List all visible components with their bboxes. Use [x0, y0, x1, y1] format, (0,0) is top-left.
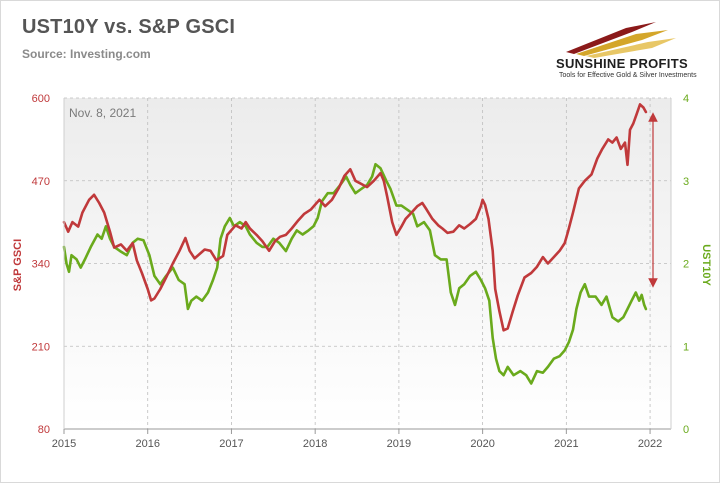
- x-tick-label: 2017: [219, 438, 243, 450]
- x-tick-label: 2018: [303, 438, 327, 450]
- logo-name: SUNSHINE PROFITS: [556, 56, 688, 71]
- x-tick-label: 2016: [135, 438, 159, 450]
- y-left-tick-label: 80: [38, 424, 50, 436]
- logo-tagline: Tools for Effective Gold & Silver Invest…: [559, 72, 697, 79]
- x-tick-label: 2020: [470, 438, 494, 450]
- y-right-tick-label: 2: [683, 259, 689, 271]
- chart-source: Source: Investing.com: [22, 47, 151, 61]
- y-right-tick-label: 4: [683, 93, 689, 105]
- sunshine-profits-logo: SUNSHINE PROFITS Tools for Effective Gol…: [556, 18, 706, 80]
- y-left-tick-label: 600: [32, 93, 50, 105]
- y-right-tick-label: 3: [683, 176, 689, 188]
- axes: 80 210 340 470 600 0 1 2 3 4 2015 2016 2017 2018 2019 2…: [32, 93, 689, 450]
- logo-sun-icon: [566, 22, 676, 58]
- x-tick-label: 2022: [638, 438, 662, 450]
- annotation-date: Nov. 8, 2021: [69, 106, 136, 120]
- x-tick-label: 2019: [387, 438, 411, 450]
- x-tick-label: 2015: [52, 438, 76, 450]
- y-left-tick-label: 340: [32, 259, 50, 271]
- series-lines: [62, 103, 648, 385]
- y-left-axis-label: S&P GSCI: [12, 239, 24, 291]
- chart-title: UST10Y vs. S&P GSCI: [22, 16, 236, 38]
- gsci-series-line: [62, 103, 648, 332]
- y-right-tick-label: 1: [683, 341, 689, 353]
- y-right-tick-label: 0: [683, 424, 689, 436]
- y-left-tick-label: 210: [32, 341, 50, 353]
- y-right-axis-label: UST10Y: [700, 244, 712, 286]
- y-left-tick-label: 470: [32, 176, 50, 188]
- x-tick-label: 2021: [554, 438, 578, 450]
